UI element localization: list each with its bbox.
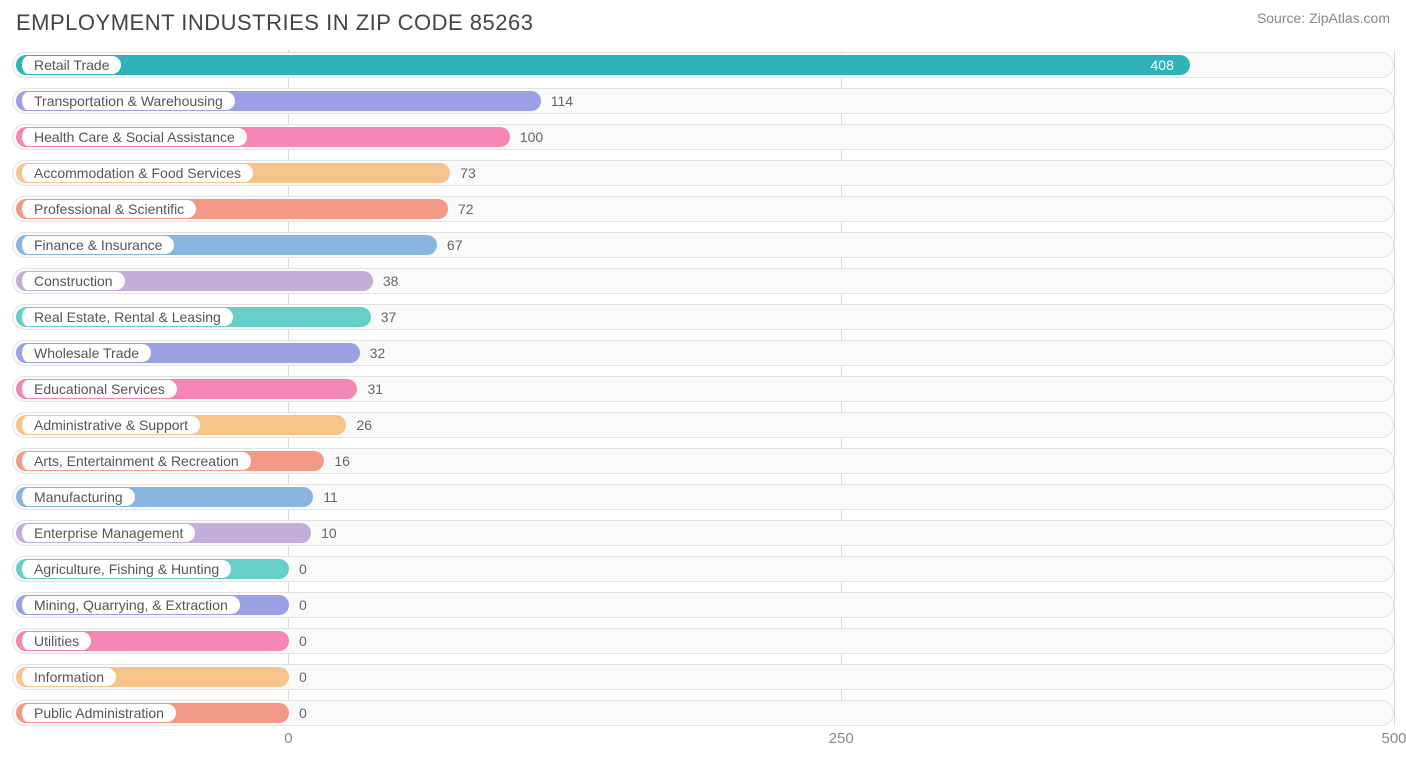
bar-label: Retail Trade [19, 56, 121, 74]
bar-value: 408 [1141, 55, 1184, 75]
chart-header: EMPLOYMENT INDUSTRIES IN ZIP CODE 85263 … [12, 10, 1394, 36]
bar-value: 10 [311, 521, 347, 545]
bar-row: Health Care & Social Assistance 100 [12, 124, 1394, 150]
bar-value: 0 [289, 701, 317, 725]
bar-row: 408 Retail Trade [12, 52, 1394, 78]
bar-row: Manufacturing 11 [12, 484, 1394, 510]
bar-label: Finance & Insurance [19, 236, 174, 254]
axis-tick-label: 0 [284, 730, 292, 747]
bar-value: 16 [324, 449, 360, 473]
bar-row: Agriculture, Fishing & Hunting 0 [12, 556, 1394, 582]
bar-row: Real Estate, Rental & Leasing 37 [12, 304, 1394, 330]
bar-row: Wholesale Trade 32 [12, 340, 1394, 366]
bar-label: Wholesale Trade [19, 344, 151, 362]
chart-title: EMPLOYMENT INDUSTRIES IN ZIP CODE 85263 [16, 10, 534, 36]
bar-label: Arts, Entertainment & Recreation [19, 452, 251, 470]
bar-value: 11 [313, 485, 348, 509]
bar-row: Transportation & Warehousing 114 [12, 88, 1394, 114]
bar-label: Public Administration [19, 704, 176, 722]
bar-row: Information 0 [12, 664, 1394, 690]
bar-label: Construction [19, 272, 125, 290]
chart-area: 408 Retail Trade Transportation & Warehous… [12, 50, 1394, 752]
bar-row: Enterprise Management 10 [12, 520, 1394, 546]
bar-value: 73 [450, 161, 486, 185]
bar-value: 114 [541, 89, 583, 113]
bar-label: Transportation & Warehousing [19, 92, 235, 110]
bar-row: Professional & Scientific 72 [12, 196, 1394, 222]
bar-row: Mining, Quarrying, & Extraction 0 [12, 592, 1394, 618]
bar-value: 0 [289, 629, 317, 653]
bar-row: Accommodation & Food Services 73 [12, 160, 1394, 186]
bar-label: Real Estate, Rental & Leasing [19, 308, 233, 326]
bar-value: 32 [360, 341, 396, 365]
bar-row: Utilities 0 [12, 628, 1394, 654]
bar-label: Administrative & Support [19, 416, 200, 434]
bar-label: Educational Services [19, 380, 177, 398]
bar-label: Information [19, 668, 116, 686]
bar-value: 31 [357, 377, 393, 401]
bar-row: Public Administration 0 [12, 700, 1394, 726]
bar-label: Enterprise Management [19, 524, 195, 542]
bar-label: Mining, Quarrying, & Extraction [19, 596, 240, 614]
bar-value: 38 [373, 269, 409, 293]
bar-row: Finance & Insurance 67 [12, 232, 1394, 258]
bar-label: Accommodation & Food Services [19, 164, 253, 182]
bar-value: 0 [289, 557, 317, 581]
axis-tick-label: 500 [1381, 730, 1406, 747]
bar-value: 37 [371, 305, 407, 329]
bar-label: Professional & Scientific [19, 200, 196, 218]
bar-value: 0 [289, 593, 317, 617]
bar-row: Arts, Entertainment & Recreation 16 [12, 448, 1394, 474]
gridline [1394, 50, 1395, 726]
axis-tick-label: 250 [829, 730, 854, 747]
bar-value: 72 [448, 197, 484, 221]
bar-label: Utilities [19, 632, 91, 650]
bar-value: 100 [510, 125, 553, 149]
bar-row: Educational Services 31 [12, 376, 1394, 402]
bar-value: 26 [346, 413, 382, 437]
bar-value: 67 [437, 233, 473, 257]
bar-row: Construction 38 [12, 268, 1394, 294]
x-axis: 0250500 [12, 728, 1394, 752]
bar-label: Health Care & Social Assistance [19, 128, 247, 146]
bar-fill: 408 [16, 55, 1190, 75]
chart-source: Source: ZipAtlas.com [1257, 10, 1390, 26]
bar-row: Administrative & Support 26 [12, 412, 1394, 438]
bar-label: Manufacturing [19, 488, 135, 506]
bar-value: 0 [289, 665, 317, 689]
bars-container: 408 Retail Trade Transportation & Warehous… [12, 50, 1394, 726]
bar-label: Agriculture, Fishing & Hunting [19, 560, 231, 578]
